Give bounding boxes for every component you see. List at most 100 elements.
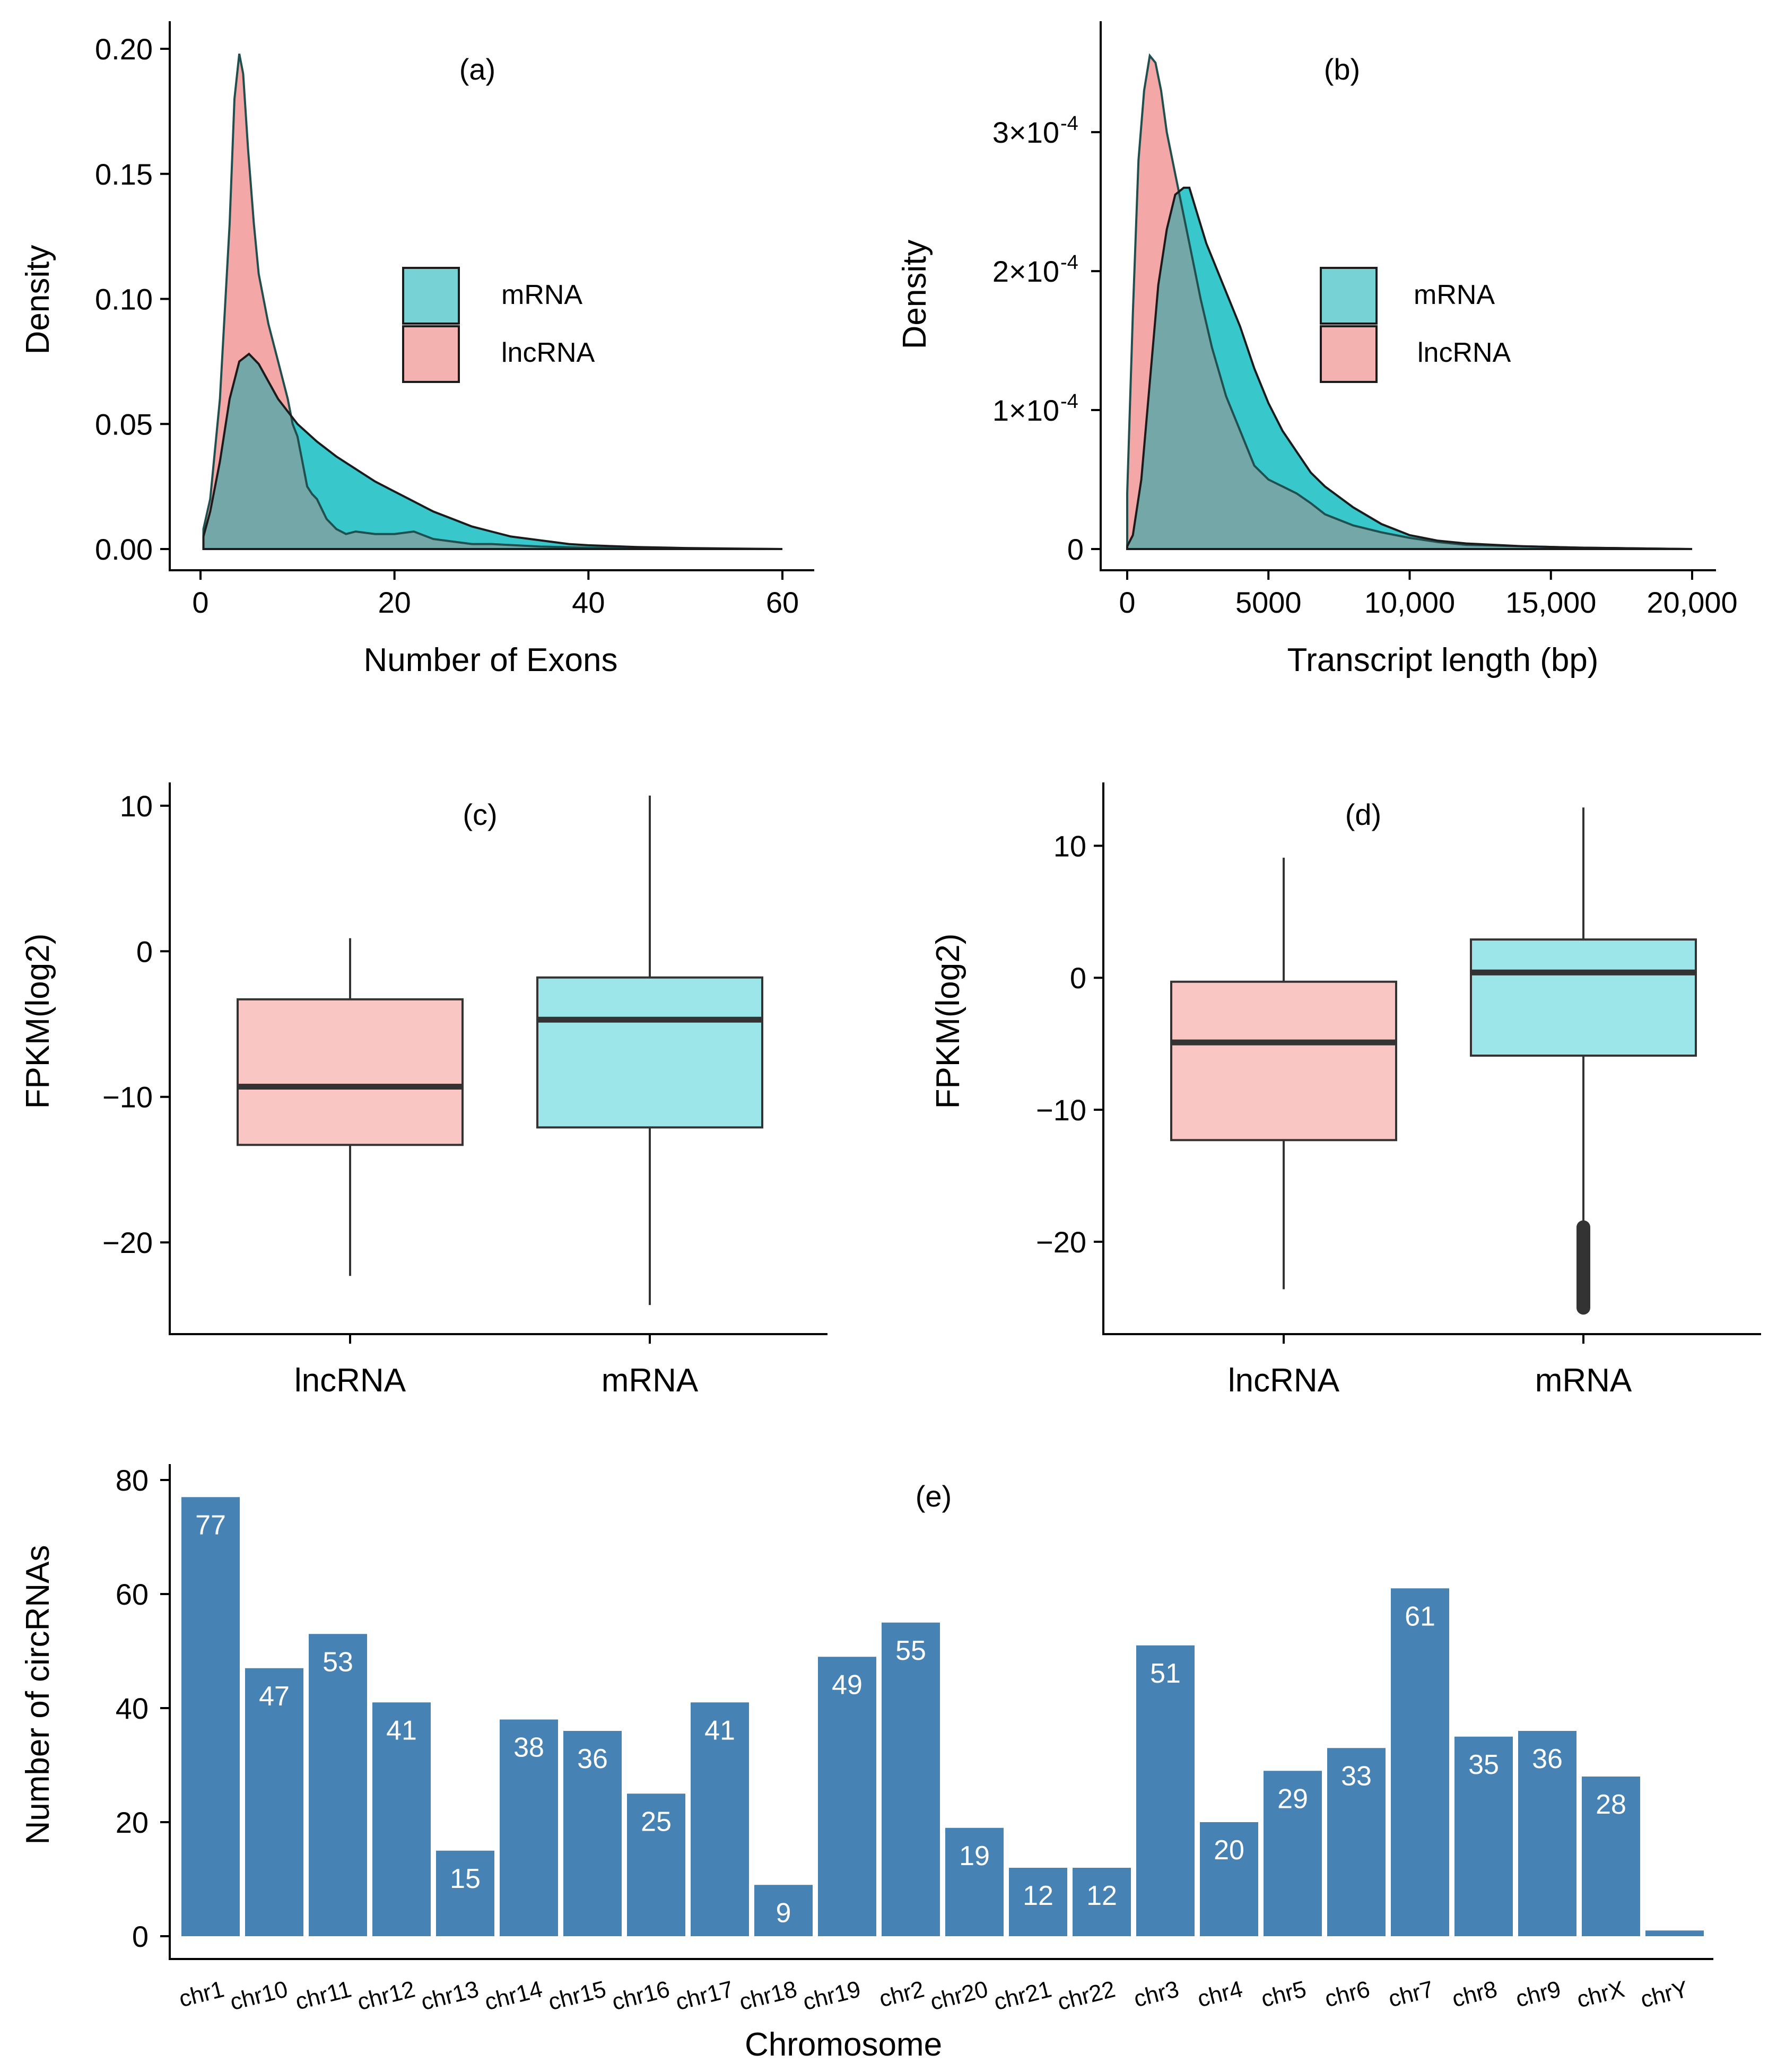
density-chart-length: 0 5000 10,000 15,000 20,000 01×10 -42×10 -43×1…	[896, 21, 1738, 678]
density-b-areas	[1126, 53, 1693, 550]
x-tick-label-chr13: chr13	[419, 1976, 482, 2015]
bar-label-chr18: 9	[776, 1897, 791, 1928]
bar-chart-circrna: 77 47 53 41 15 38 36 25 41 9 49 55 19 12 12 51 20 29 33 61 3…	[20, 1464, 1713, 2063]
b-line-lncrna	[1126, 53, 1693, 550]
d-box-lncrna	[1170, 980, 1397, 1142]
bar-label-chr16: 25	[641, 1806, 672, 1837]
bar-label-chr17: 41	[704, 1715, 735, 1746]
density-a-areas	[202, 54, 783, 550]
x-tick-label-chr20: chr20	[928, 1976, 991, 2015]
c-ytick-label: 0	[136, 935, 153, 968]
bar-chr9	[1518, 1731, 1576, 1936]
b-ytick-exponent: -4	[1060, 112, 1078, 135]
d-xtick-label: mRNA	[1535, 1362, 1632, 1399]
bar-label-chr5: 29	[1277, 1783, 1308, 1814]
a-ytick-label: 0.00	[95, 533, 153, 566]
bar-label-chr13: 15	[450, 1864, 481, 1894]
a-ytick-label: 0.15	[95, 158, 153, 191]
bar-label-chr1: 77	[195, 1510, 226, 1540]
x-tick-label-chr9: chr9	[1513, 1976, 1564, 2012]
bar-label-chr19: 49	[832, 1669, 863, 1700]
x-axis-title-b: Transcript length (bp)	[1287, 642, 1599, 678]
x-tick-label-chr2: chr2	[877, 1976, 927, 2012]
y-ticks-b: 01×10 -42×10 -43×10 -4	[992, 112, 1101, 566]
x-ticks-a: 0 20 40 60	[192, 570, 799, 619]
x-tick-label-chr7: chr7	[1386, 1976, 1436, 2012]
bar-label-chr7: 61	[1405, 1601, 1435, 1632]
x-tick-label-chr6: chr6	[1322, 1976, 1373, 2012]
a-xtick-label: 0	[192, 586, 208, 619]
bar-chr18	[754, 1885, 813, 1936]
bar-chr17	[691, 1702, 749, 1936]
x-ticks-b: 0 5000 10,000 15,000 20,000	[1119, 570, 1738, 619]
x-axis-title-a: Number of Exons	[364, 642, 618, 678]
legend-label-lncrna-b: lncRNA	[1417, 337, 1511, 368]
b-area-overlap	[1127, 187, 1692, 549]
y-ticks-c: 10 0 −10 −20	[102, 789, 170, 1259]
x-tick-label-chr16: chr16	[609, 1976, 673, 2015]
bar-chr3	[1136, 1645, 1195, 1936]
axes-e	[169, 1464, 1713, 1960]
axes-b	[1100, 21, 1716, 571]
axes-d	[1102, 782, 1761, 1335]
b-xtick-label: 15,000	[1505, 586, 1596, 619]
x-tick-label-chrY: chrY	[1638, 1976, 1691, 2013]
e-ytick-label: 0	[132, 1920, 149, 1953]
bar-label-chr3: 51	[1150, 1658, 1181, 1689]
b-area-mrna	[1127, 187, 1692, 549]
x-tick-label-chr4: chr4	[1195, 1976, 1245, 2012]
x-tick-label-chr21: chr21	[991, 1976, 1055, 2015]
c-ytick-label: 10	[120, 789, 153, 823]
bar-chrX	[1582, 1777, 1640, 1936]
bar-label-chr11: 53	[323, 1647, 353, 1677]
bar-label-chrX: 28	[1596, 1789, 1626, 1820]
e-ytick-label: 60	[116, 1578, 149, 1611]
panel-label-a: (a)	[459, 53, 495, 86]
c-xtick-label: mRNA	[602, 1362, 699, 1399]
x-tick-label-chr12: chr12	[355, 1976, 418, 2015]
x-tick-label-chr11: chr11	[293, 1976, 354, 2015]
d-ytick-label: 0	[1070, 961, 1086, 995]
legend-label-mrna: mRNA	[501, 280, 582, 310]
panel-label-b: (b)	[1324, 53, 1360, 86]
bar-label-chr2: 55	[895, 1635, 926, 1666]
bar-label-chr12: 41	[386, 1715, 417, 1746]
a-ytick-label: 0.20	[95, 32, 153, 66]
y-ticks-d: 10 0 −10 −20	[1036, 829, 1103, 1259]
a-xtick-label: 40	[572, 586, 605, 619]
bar-chr19	[818, 1657, 876, 1936]
x-tick-label-chr5: chr5	[1259, 1976, 1309, 2012]
e-ytick-label: 20	[116, 1806, 149, 1839]
b-xtick-label: 20,000	[1647, 586, 1737, 619]
bar-label-chr4: 20	[1214, 1835, 1244, 1866]
boxplot-chart-d: lncRNA mRNA 10 0 −10 −20 (d) FPKM(log2)	[930, 782, 1761, 1399]
legend-swatch-mrna	[402, 267, 460, 325]
a-xtick-label: 60	[766, 586, 799, 619]
panel-label-d: (d)	[1345, 798, 1381, 831]
axes-a	[169, 21, 814, 571]
y-axis-title-b: Density	[896, 240, 933, 350]
x-axis-title-e: Chromosome	[745, 2026, 942, 2063]
a-xtick-label: 20	[378, 586, 411, 619]
e-ytick-label: 40	[116, 1692, 149, 1725]
legend-label-mrna-b: mRNA	[1414, 280, 1495, 310]
b-xtick-label: 0	[1119, 586, 1135, 619]
b-xtick-label: 10,000	[1364, 586, 1455, 619]
bar-chr7	[1391, 1588, 1449, 1936]
bar-chr15	[563, 1731, 622, 1936]
d-ytick-label: −10	[1036, 1093, 1086, 1127]
bar-label-chr14: 38	[513, 1733, 544, 1763]
boxplot-chart-c: lncRNA mRNA 10 0 −10 −20 (c) FPKM(log2)	[20, 782, 827, 1399]
c-box-mrna	[536, 976, 763, 1129]
bar-chrY	[1645, 1930, 1704, 1936]
y-axis-title-d: FPKM(log2)	[930, 934, 966, 1109]
b-ytick-label: 0	[1067, 533, 1084, 566]
bar-chr2	[882, 1622, 940, 1936]
x-ticks-d: lncRNA mRNA	[1228, 1334, 1632, 1399]
b-xtick-label: 5000	[1235, 586, 1302, 619]
bar-chr10	[245, 1668, 303, 1936]
legend-swatch-lncrna-b	[1320, 325, 1378, 383]
legend-label-lncrna: lncRNA	[501, 337, 595, 368]
a-ytick-label: 0.10	[95, 283, 153, 316]
